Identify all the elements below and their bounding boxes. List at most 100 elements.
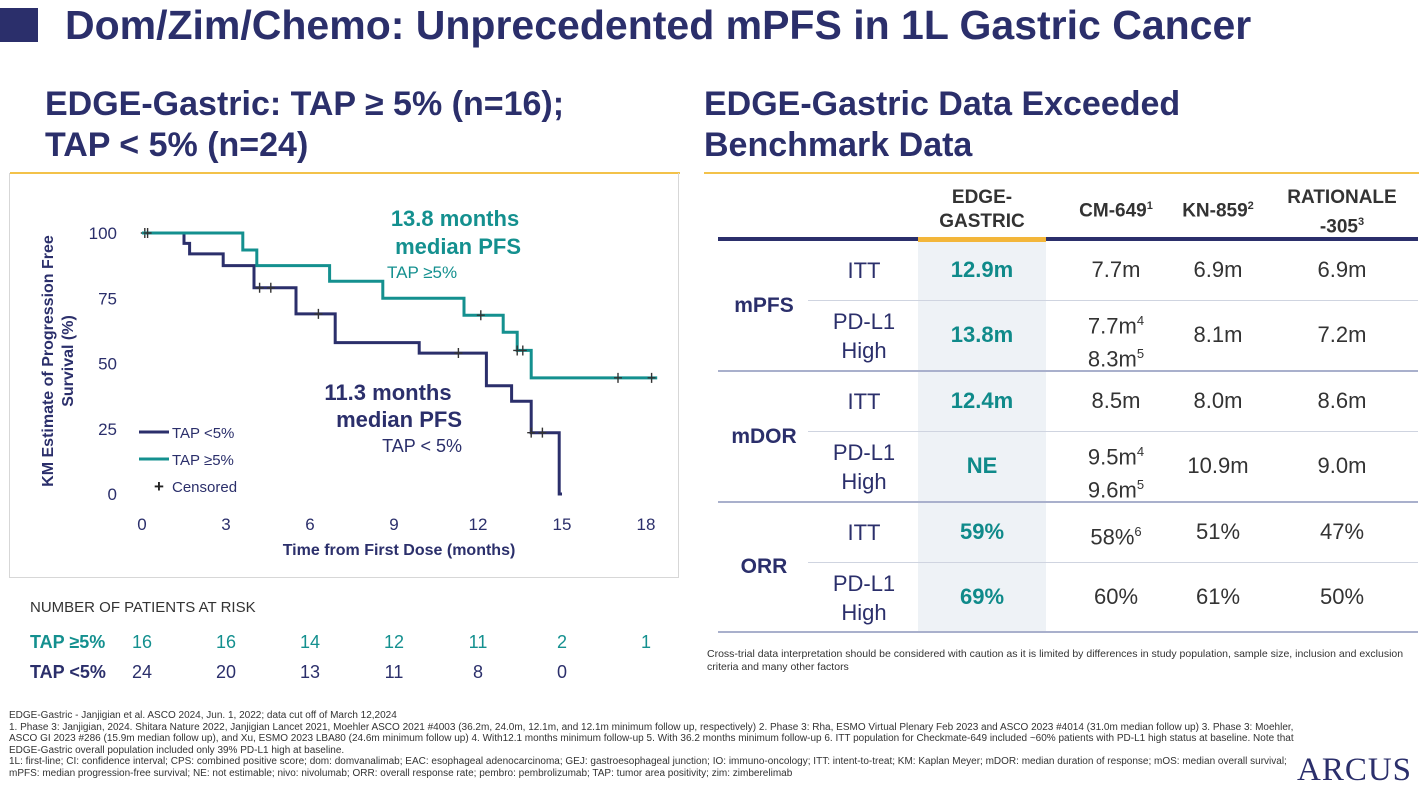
censor-mark: [454, 348, 463, 359]
sub-label-pdl1-line2: High: [841, 469, 887, 494]
x-tick-label: 15: [553, 515, 572, 534]
risk-count: 2: [556, 632, 568, 652]
header-rationale305: RATIONALE -3053: [1272, 186, 1412, 239]
teal-annotation-line1: 13.8 months: [391, 206, 519, 231]
sub-label-pdl1-high: PD-L1 High: [804, 438, 924, 496]
cell-cm649: 8.5m: [1091, 388, 1141, 413]
navy-annotation-line2: median PFS: [336, 407, 462, 432]
header-kn859-sup: 2: [1247, 200, 1254, 212]
risk-table-heading: NUMBER OF PATIENTS AT RISK: [30, 599, 256, 616]
footnote-references: 1. Phase 3: Janjigian, 2024. Shitara Nat…: [9, 721, 1294, 756]
cell-edge-gastric: 12.4m: [950, 388, 1014, 413]
header-kn859: KN-8592: [1182, 200, 1254, 222]
row-divider-2: [808, 431, 1418, 432]
censor-mark: [527, 427, 536, 438]
risk-count: 8: [472, 662, 484, 682]
x-tick-label: 6: [305, 515, 314, 534]
x-tick-label: 0: [137, 515, 146, 534]
sub-label-pdl1-high: PD-L1 High: [804, 569, 924, 627]
sub-label-pdl1-line2: High: [841, 338, 887, 363]
risk-count: 14: [299, 632, 321, 652]
group-divider-1: [718, 370, 1418, 372]
censor-mark: [143, 228, 152, 238]
censor-mark: [614, 372, 622, 383]
slide-title: Dom/Zim/Chemo: Unprecedented mPFS in 1L …: [65, 2, 1252, 48]
censor-mark: [314, 308, 323, 319]
axis-ticks: 0 3 6 9 12 15 18 0 25 50 75 100: [89, 224, 656, 534]
cell-kn859: 61%: [1195, 584, 1241, 609]
left-divider: [10, 172, 680, 174]
cell-cm649: 60%: [1093, 584, 1139, 609]
cell-edge-gastric: 69%: [959, 584, 1005, 609]
right-heading-line1: EDGE-Gastric Data Exceeded: [704, 85, 1181, 123]
right-section-heading: EDGE-Gastric Data Exceeded Benchmark Dat…: [704, 84, 1180, 166]
group-label-orr: ORR: [740, 555, 788, 578]
censor-mark: [255, 282, 264, 293]
censor-mark: [476, 310, 485, 321]
km-chart-panel: [9, 173, 679, 578]
cell-rationale305: 7.2m: [1317, 322, 1367, 347]
y-tick-label: 50: [98, 355, 117, 374]
group-label-mdor: mDOR: [731, 425, 797, 448]
cell-cm649: 9.5m4 9.6m5: [1087, 444, 1145, 503]
x-tick-label: 9: [389, 515, 398, 534]
header-cm649: CM-6491: [1050, 200, 1182, 222]
header-edge-gastric: EDGE- GASTRIC: [918, 186, 1046, 234]
title-marker: [0, 8, 38, 42]
header-rationale-sup: 3: [1357, 216, 1365, 228]
sub-label-pdl1-line2: High: [841, 600, 887, 625]
cell-cm649: 7.7m4 8.3m5: [1087, 313, 1145, 372]
y-tick-label: 0: [108, 485, 117, 504]
footnote-source: EDGE-Gastric - Janjigian et al. ASCO 202…: [9, 710, 397, 721]
header-cm649-text: CM-649: [1079, 200, 1147, 222]
teal-annotation-line2: median PFS: [395, 234, 521, 259]
cell-rationale305: 9.0m: [1317, 453, 1367, 478]
y-tick-label: 25: [98, 420, 117, 439]
x-tick-label: 3: [221, 515, 230, 534]
cell-edge-gastric: 13.8m: [950, 322, 1014, 347]
group-label-mpfs: mPFS: [734, 294, 794, 317]
left-heading-line1: EDGE-Gastric: TAP ≥ 5% (n=16);: [45, 85, 565, 123]
sub-label-pdl1-line1: PD-L1: [832, 440, 896, 465]
header-kn859-text: KN-859: [1182, 200, 1248, 222]
teal-annotation-line3: TAP ≥5%: [387, 263, 457, 282]
censor-mark: [538, 427, 547, 438]
risk-count: 20: [215, 662, 237, 682]
sub-label-itt: ITT: [847, 258, 881, 283]
header-cm649-sup: 1: [1146, 200, 1153, 212]
cell-cm649: 7.7m: [1091, 257, 1141, 282]
cell-cm649: 58%6: [1090, 524, 1142, 550]
caution-note: Cross-trial data interpretation should b…: [707, 648, 1404, 673]
footnote-abbreviations: 1L: first-line; CI: confidence interval;…: [9, 756, 1287, 779]
y-axis-label: KM Estimate of Progression Free Survival…: [40, 235, 77, 487]
cell-kn859: 8.1m: [1193, 322, 1243, 347]
risk-count: 12: [383, 632, 405, 652]
edge-header-accent: [918, 237, 1046, 242]
header-rationale-line2: -305: [1319, 216, 1358, 238]
left-heading-line2: TAP < 5% (n=24): [45, 126, 309, 164]
x-tick-label: 12: [469, 515, 488, 534]
header-edge-line1: EDGE-: [951, 187, 1013, 208]
row-divider-1: [808, 300, 1418, 301]
risk-row-label: TAP ≥5%: [30, 632, 106, 652]
risk-count: 16: [215, 632, 237, 652]
risk-count: 16: [131, 632, 153, 652]
group-divider-2: [718, 501, 1418, 503]
censor-mark: [266, 282, 275, 293]
cell-rationale305: 8.6m: [1317, 388, 1367, 413]
risk-row-label: TAP <5%: [30, 662, 106, 682]
risk-count: 11: [384, 662, 404, 682]
y-tick-label: 75: [98, 289, 117, 308]
censor-mark: [518, 345, 527, 356]
legend-label-tap-lt5: TAP <5%: [172, 425, 234, 442]
cell-edge-gastric: NE: [966, 453, 998, 478]
right-divider: [704, 172, 1419, 174]
sub-label-pdl1-line1: PD-L1: [832, 309, 896, 334]
legend-label-censored: Censored: [172, 479, 237, 496]
footnotes: EDGE-Gastric - Janjigian et al. ASCO 202…: [9, 710, 1299, 779]
row-divider-3: [808, 562, 1418, 563]
risk-count: 11: [468, 632, 488, 652]
risk-count: 13: [299, 662, 321, 682]
header-edge-line2: GASTRIC: [939, 211, 1025, 232]
km-chart: KM Estimate of Progression Free Survival…: [40, 206, 658, 559]
